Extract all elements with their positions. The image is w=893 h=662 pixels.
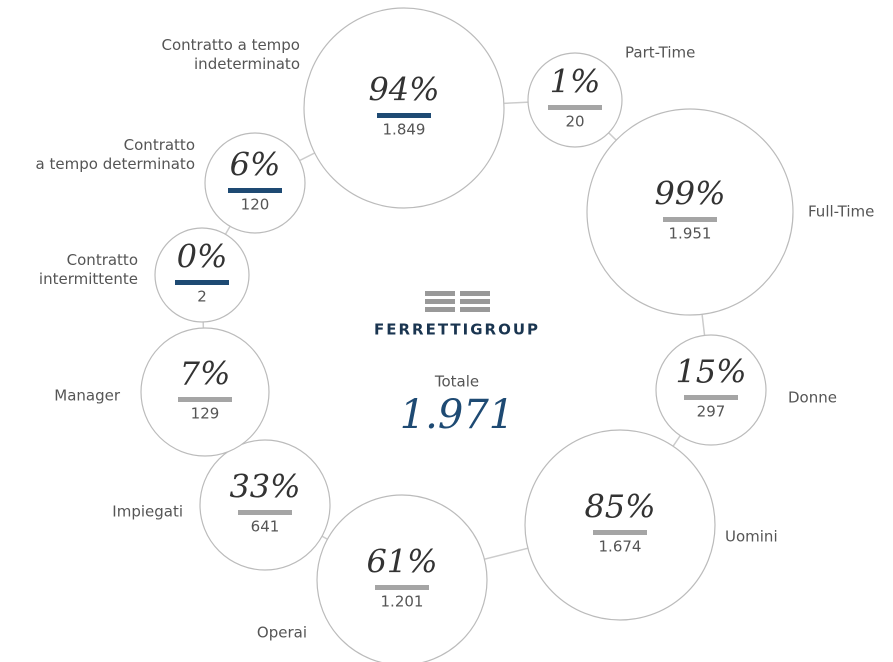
node-circle bbox=[527, 52, 623, 148]
node-circle bbox=[140, 327, 270, 457]
node-bar bbox=[175, 280, 229, 285]
node-count: 1.951 bbox=[669, 225, 712, 243]
node-count: 2 bbox=[197, 288, 207, 306]
node-label: intermittente bbox=[39, 270, 138, 288]
node-percent: 99% bbox=[654, 175, 725, 213]
node-count: 120 bbox=[241, 196, 270, 214]
node-label: Full-Time bbox=[808, 203, 874, 221]
node: 7% 129 Manager bbox=[54, 327, 270, 457]
node: 33% 641 Impiegati bbox=[112, 439, 331, 571]
node-circle bbox=[524, 429, 716, 621]
node-bar bbox=[228, 188, 282, 193]
node-circle bbox=[204, 132, 306, 234]
node-bar bbox=[377, 113, 431, 118]
logo-bar bbox=[425, 299, 455, 304]
node-bar bbox=[178, 397, 232, 402]
logo-bar bbox=[425, 291, 455, 296]
node-bar bbox=[375, 585, 429, 590]
node-bar bbox=[548, 105, 602, 110]
node-bar bbox=[684, 395, 738, 400]
node-count: 1.201 bbox=[381, 593, 424, 611]
node-bar bbox=[593, 530, 647, 535]
node: 85% 1.674 Uomini bbox=[524, 429, 778, 621]
node-count: 20 bbox=[565, 113, 584, 131]
node-label: Manager bbox=[54, 387, 121, 405]
node-count: 1.674 bbox=[599, 538, 642, 556]
node-percent: 33% bbox=[229, 468, 300, 506]
node-percent: 61% bbox=[366, 543, 437, 581]
node-percent: 15% bbox=[675, 353, 746, 391]
node-label: Donne bbox=[788, 389, 837, 407]
node-percent: 1% bbox=[550, 63, 601, 101]
logo: FERRETTIGROUP bbox=[374, 291, 540, 339]
node-percent: 85% bbox=[584, 488, 655, 526]
node-label: Contratto bbox=[124, 136, 195, 154]
node-percent: 94% bbox=[368, 71, 439, 109]
logo-bar bbox=[460, 291, 490, 296]
node-bar bbox=[663, 217, 717, 222]
node-circle bbox=[655, 334, 767, 446]
node-percent: 6% bbox=[230, 146, 281, 184]
logo-bar bbox=[425, 307, 455, 312]
node-count: 1.849 bbox=[383, 121, 426, 139]
node-circle bbox=[154, 227, 250, 323]
node-label: Impiegati bbox=[112, 503, 183, 521]
node: 1% 20 Part-Time bbox=[527, 44, 695, 148]
total-value: 1.971 bbox=[400, 392, 515, 438]
node: 15% 297 Donne bbox=[655, 334, 837, 446]
node-count: 641 bbox=[251, 518, 280, 536]
node-percent: 7% bbox=[180, 355, 231, 393]
node-label: Contratto a tempo bbox=[162, 36, 301, 54]
logo-bar bbox=[460, 299, 490, 304]
node: 99% 1.951 Full-Time bbox=[586, 108, 874, 316]
logo-text: FERRETTIGROUP bbox=[374, 321, 540, 339]
node-label: Contratto bbox=[67, 251, 138, 269]
node: 61% 1.201 Operai bbox=[257, 494, 488, 662]
logo-bar bbox=[460, 307, 490, 312]
node-circle bbox=[316, 494, 488, 662]
node-label: Part-Time bbox=[625, 44, 695, 62]
node-percent: 0% bbox=[177, 238, 228, 276]
node-circle bbox=[199, 439, 331, 571]
total-label: Totale bbox=[434, 373, 479, 391]
node-label: a tempo determinato bbox=[36, 155, 195, 173]
node-bar bbox=[238, 510, 292, 515]
node-count: 297 bbox=[697, 403, 726, 421]
node-label: Operai bbox=[257, 624, 307, 642]
node-label: Uomini bbox=[725, 528, 778, 546]
node-label: indeterminato bbox=[194, 55, 300, 73]
node-circle bbox=[303, 7, 505, 209]
node-count: 129 bbox=[191, 405, 220, 423]
node-circle bbox=[586, 108, 794, 316]
